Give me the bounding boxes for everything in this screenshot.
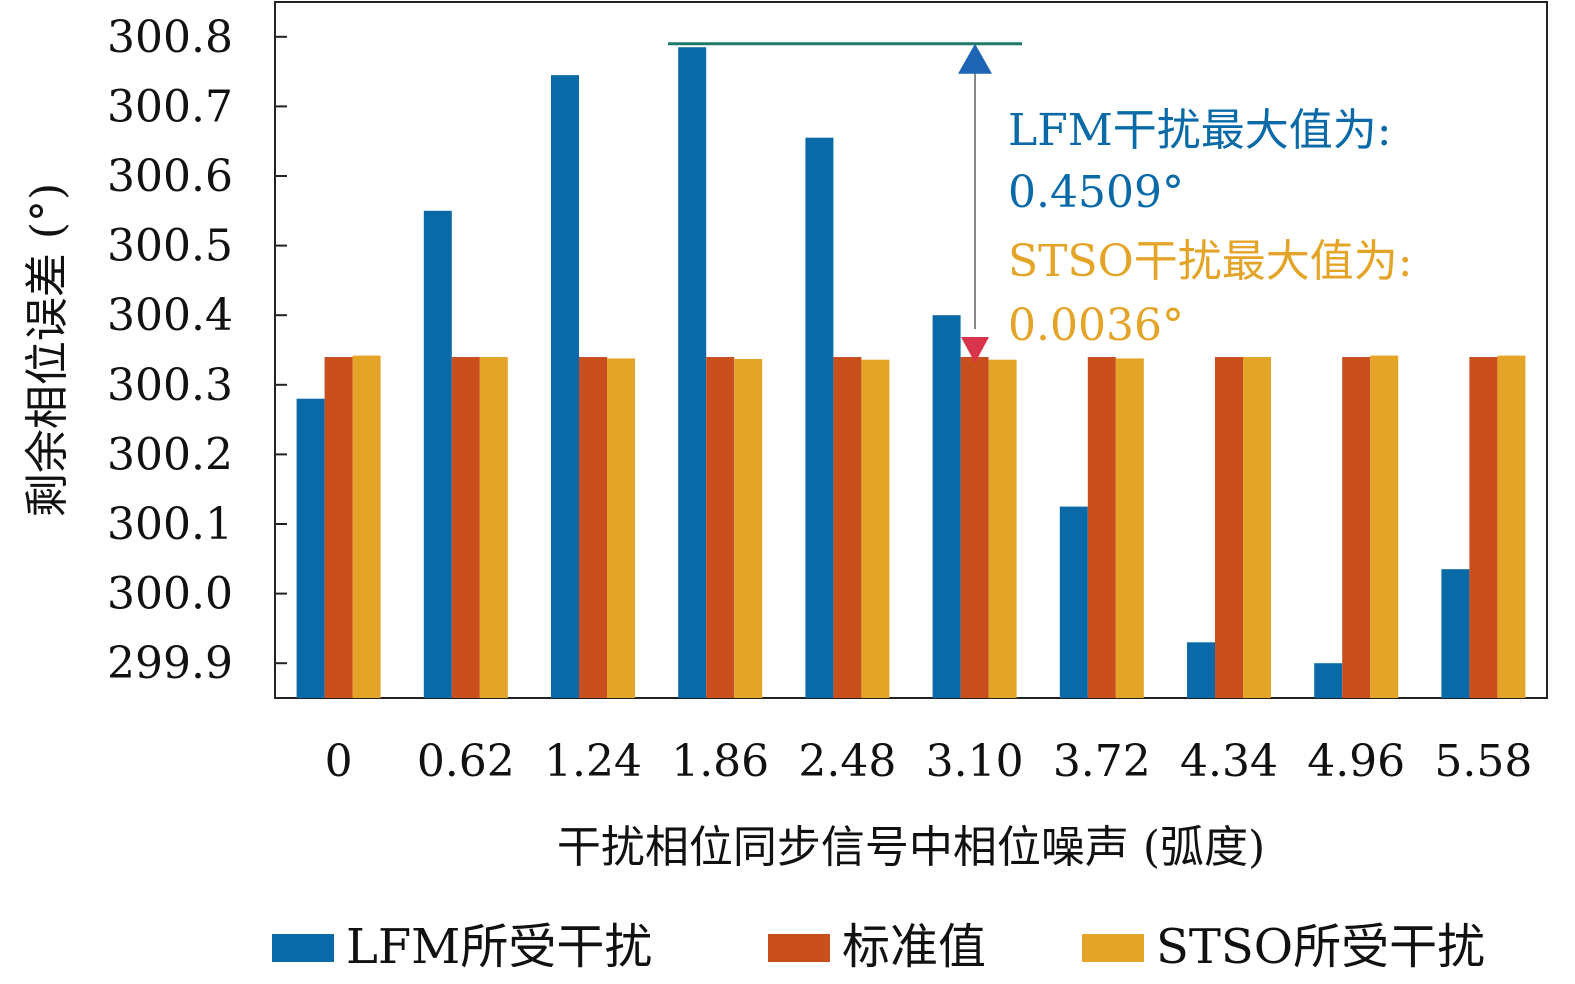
y-tick-label-1: 300.0 (107, 569, 233, 620)
y-tick-label-3: 300.2 (107, 429, 233, 480)
y-tick-label-0: 299.9 (107, 638, 233, 689)
stso-max-value: 0.0036° (1008, 300, 1184, 351)
y-tick-label-4: 300.3 (107, 360, 233, 411)
bar-standard-2 (579, 357, 607, 698)
legend-item-lfm: LFM所受干扰 (272, 919, 652, 975)
legend-label-standard: 标准值 (842, 919, 986, 975)
legend-item-stso: STSO所受干扰 (1082, 919, 1485, 975)
bar-lfm-3 (678, 47, 707, 698)
legend-swatch-standard (768, 934, 830, 962)
bar-lfm-0 (296, 398, 325, 698)
legend-swatch-lfm (272, 934, 334, 962)
bar-lfm-7 (1187, 642, 1215, 698)
stso-max-label: STSO干扰最大值为: (1008, 236, 1413, 287)
arrow-head-up (958, 43, 992, 74)
legend-swatch-stso (1082, 934, 1144, 962)
bar-stso-2 (607, 358, 635, 698)
bar-lfm-9 (1441, 569, 1470, 698)
arrow-head-down (961, 337, 989, 363)
plot-frame (274, 1, 1548, 699)
bar-standard-5 (960, 357, 989, 698)
bar-stso-4 (861, 359, 890, 698)
x-tick-label-8: 4.96 (1307, 736, 1405, 787)
y-axis-ticks: 299.9 300.0 300.1 300.2 300.3 300.4 300.5 300.6… (107, 12, 287, 689)
x-tick-label-3: 1.86 (671, 736, 769, 787)
x-tick-label-0: 0 (325, 736, 353, 787)
bar-lfm-4 (805, 137, 834, 698)
x-tick-label-7: 4.34 (1180, 736, 1278, 787)
bar-standard-0 (324, 357, 353, 698)
bar-lfm-8 (1314, 663, 1343, 698)
y-tick-label-8: 300.7 (107, 81, 233, 132)
bar-standard-7 (1215, 357, 1243, 698)
bar-standard-1 (451, 357, 480, 698)
bar-stso-8 (1370, 355, 1399, 698)
bar-lfm-6 (1059, 506, 1088, 698)
x-tick-label-5: 3.10 (926, 736, 1024, 787)
y-tick-label-2: 300.1 (107, 499, 233, 550)
bar-lfm-1 (423, 210, 452, 699)
x-tick-label-6: 3.72 (1053, 736, 1151, 787)
y-tick-label-6: 300.5 (107, 221, 233, 272)
legend: LFM所受干扰 标准值 STSO所受干扰 (272, 919, 1485, 975)
lfm-max-label: LFM干扰最大值为: (1008, 105, 1392, 156)
x-tick-label-9: 5.58 (1434, 736, 1532, 787)
y-axis-label: 剩余相位误差 (°) (22, 183, 73, 517)
bar-standard-6 (1087, 357, 1116, 698)
y-tick-label-5: 300.4 (107, 290, 233, 341)
bar-stso-5 (988, 359, 1017, 698)
lfm-max-value: 0.4509° (1008, 167, 1184, 218)
bar-stso-9 (1497, 355, 1526, 698)
bar-stso-0 (352, 355, 381, 698)
annotation-text: LFM干扰最大值为: 0.4509° STSO干扰最大值为: 0.0036° (1008, 105, 1413, 351)
x-tick-label-2: 1.24 (544, 736, 642, 787)
legend-label-lfm: LFM所受干扰 (346, 919, 652, 975)
y-tick-label-9: 300.8 (107, 12, 233, 63)
bar-lfm-2 (551, 75, 579, 699)
bar-standard-3 (706, 357, 735, 698)
legend-label-stso: STSO所受干扰 (1156, 919, 1485, 975)
bar-lfm-5 (932, 315, 961, 698)
annotation-group (668, 42, 1022, 363)
bar-stso-6 (1115, 358, 1144, 698)
x-tick-label-1: 0.62 (417, 736, 515, 787)
bar-stso-7 (1243, 357, 1271, 698)
bar-stso-1 (479, 357, 508, 698)
bar-stso-3 (734, 359, 763, 698)
y-tick-label-7: 300.6 (107, 151, 233, 202)
x-axis-ticks: 0 0.62 1.24 1.86 2.48 3.10 3.72 4.34 4.96 5.58 (325, 736, 1533, 787)
legend-item-standard: 标准值 (768, 919, 986, 975)
bar-standard-4 (833, 357, 862, 698)
bar-standard-8 (1342, 357, 1371, 698)
plot-area (274, 1, 1548, 699)
bar-standard-9 (1469, 357, 1498, 698)
x-axis-label: 干扰相位同步信号中相位噪声 (弧度) (557, 822, 1265, 873)
x-tick-label-4: 2.48 (798, 736, 896, 787)
bars (296, 47, 1526, 699)
